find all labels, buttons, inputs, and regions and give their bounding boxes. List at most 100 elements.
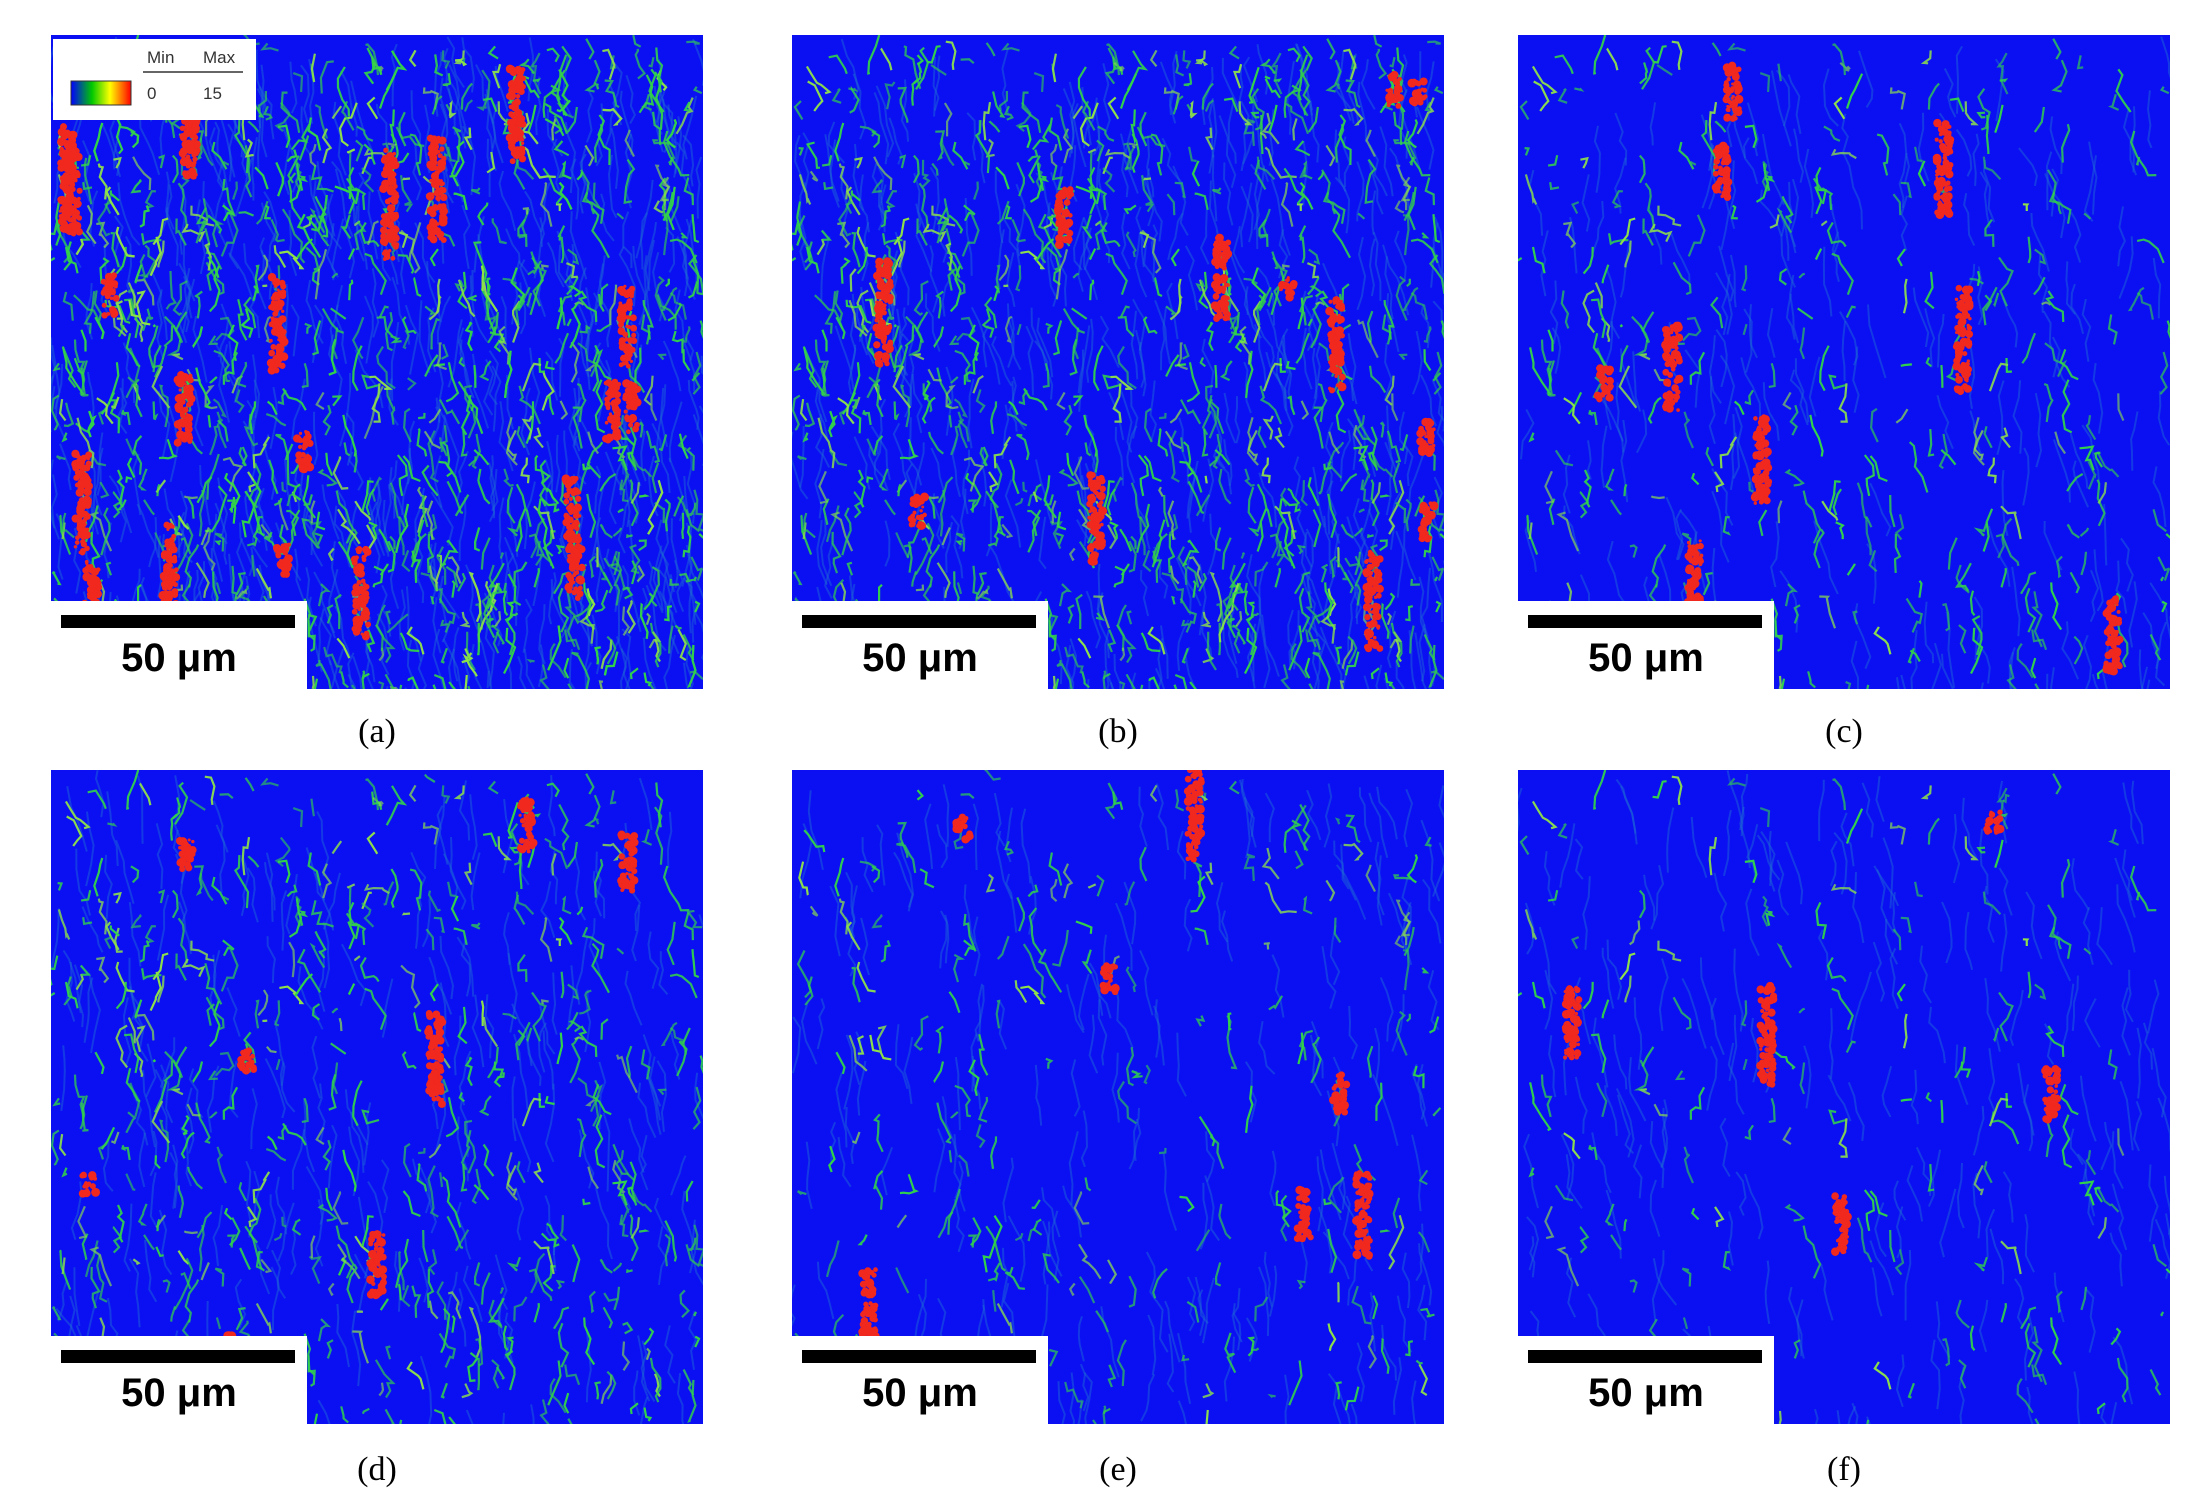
texture-streak	[1298, 294, 1313, 326]
texture-streak	[542, 84, 562, 118]
texture-streak	[963, 351, 980, 385]
texture-streak	[400, 175, 414, 213]
texture-streak	[464, 321, 473, 352]
texture-spot	[170, 545, 178, 554]
texture-spot	[514, 138, 519, 143]
texture-streak	[1167, 500, 1175, 541]
texture-streak	[1031, 123, 1052, 151]
texture-streak	[1384, 592, 1396, 611]
texture-streak	[1228, 562, 1246, 592]
texture-streak	[1270, 52, 1283, 95]
texture-spot	[1329, 353, 1338, 362]
texture-streak	[1079, 102, 1099, 147]
texture-spot	[298, 431, 303, 436]
texture-streak	[339, 70, 358, 137]
texture-streak	[1169, 50, 1178, 124]
texture-streak	[1201, 338, 1215, 394]
texture-spot	[69, 130, 78, 139]
texture-streak	[1636, 409, 1648, 454]
texture-streak	[685, 646, 694, 689]
texture-streak	[539, 181, 553, 227]
texture-streak	[1379, 126, 1394, 197]
texture-streak	[982, 446, 989, 467]
texture-streak	[567, 248, 580, 265]
texture-streak	[682, 219, 693, 280]
texture-streak	[461, 204, 471, 269]
texture-streak	[1230, 255, 1249, 315]
texture-streak	[314, 249, 328, 300]
texture-spot	[82, 567, 89, 574]
texture-streak	[612, 445, 628, 471]
texture-streak	[460, 82, 473, 110]
texture-streak	[58, 398, 67, 422]
texture-streak	[995, 264, 1001, 294]
texture-spot	[285, 557, 290, 561]
texture-streak	[647, 479, 664, 535]
texture-streak	[1270, 178, 1291, 256]
texture-streak	[1262, 362, 1283, 392]
texture-streak	[584, 292, 601, 348]
texture-streak	[1221, 619, 1239, 679]
texture-streak	[668, 401, 683, 463]
texture-streak	[925, 544, 941, 588]
texture-streak	[336, 66, 350, 117]
texture-spot	[563, 492, 570, 499]
texture-streak	[487, 311, 499, 344]
texture-streak	[862, 409, 872, 426]
texture-streak	[340, 214, 352, 240]
texture-streak	[1135, 329, 1146, 388]
texture-spot	[573, 558, 578, 562]
texture-streak	[893, 401, 900, 421]
texture-streak	[171, 154, 179, 184]
texture-streak	[1153, 546, 1169, 599]
texture-streak	[963, 204, 976, 222]
texture-streak	[1130, 109, 1137, 145]
texture-streak	[805, 65, 832, 95]
texture-spot	[271, 292, 280, 300]
texture-streak	[436, 295, 452, 345]
texture-streak	[366, 629, 376, 653]
texture-streak	[931, 162, 939, 176]
texture-streak	[553, 140, 570, 157]
texture-streak	[1403, 130, 1431, 177]
texture-streak	[440, 343, 449, 360]
texture-streak	[1315, 301, 1326, 306]
texture-spot	[429, 146, 439, 156]
texture-streak	[327, 547, 335, 562]
texture-streak	[1126, 610, 1133, 625]
texture-spot	[616, 408, 622, 413]
texture-streak	[1418, 576, 1428, 637]
texture-spot	[1373, 595, 1378, 600]
texture-spot	[192, 156, 198, 162]
texture-spot	[381, 219, 386, 224]
texture-streak	[683, 577, 693, 634]
texture-streak	[1007, 400, 1019, 416]
texture-streak	[692, 414, 703, 445]
texture-streak	[231, 565, 238, 609]
texture-streak	[897, 86, 909, 123]
texture-streak	[900, 384, 911, 428]
texture-streak	[2140, 666, 2149, 689]
texture-streak	[289, 61, 298, 114]
texture-streak	[346, 148, 356, 154]
texture-streak	[1171, 595, 1176, 605]
texture-streak	[1046, 246, 1061, 271]
texture-streak	[430, 491, 454, 546]
texture-streak	[375, 604, 386, 652]
texture-spot	[1369, 619, 1378, 628]
texture-spot	[71, 449, 80, 458]
texture-streak	[1223, 392, 1237, 444]
texture-streak	[266, 400, 278, 416]
texture-spot	[439, 210, 443, 214]
texture-streak	[1149, 49, 1158, 68]
texture-streak	[207, 415, 212, 428]
texture-streak	[1295, 332, 1311, 364]
texture-streak	[458, 497, 467, 562]
texture-spot	[177, 418, 186, 427]
texture-spot	[619, 304, 625, 310]
texture-spot	[877, 300, 884, 307]
texture-spot	[564, 482, 572, 489]
texture-spot	[383, 174, 388, 179]
texture-streak	[426, 261, 442, 323]
texture-streak	[87, 410, 95, 438]
